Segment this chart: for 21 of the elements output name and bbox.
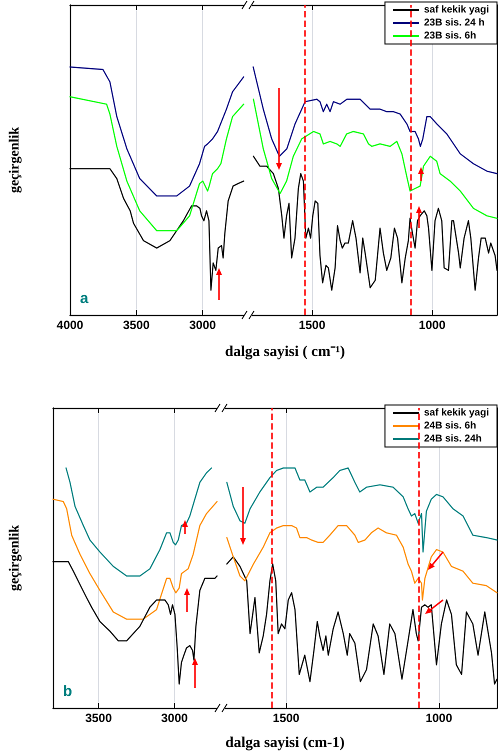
y-axis-title: geçirgenlik xyxy=(8,126,22,194)
annotation: b xyxy=(63,683,72,700)
x-tick-label: 1000 xyxy=(418,318,446,332)
legend-label: 23B sis. 24 h xyxy=(424,18,485,28)
legend-label: 23B sis. 6h xyxy=(424,30,476,42)
y-axis-title: geçirgenlik xyxy=(8,524,22,592)
x-tick-label: 3500 xyxy=(122,318,150,332)
x-axis-title: dalga sayisi (cm-1) xyxy=(224,735,346,752)
legend-label: 24B sis. 6h xyxy=(424,420,476,432)
x-tick-label: 3000 xyxy=(161,711,188,725)
x-tick-label: 1500 xyxy=(272,711,300,725)
legend-label: 24B sis. 24h xyxy=(424,434,482,444)
x-tick-label: 4000 xyxy=(56,318,84,332)
x-tick-label: 3000 xyxy=(189,318,216,332)
x-axis-title: dalga sayisi ( cm⁻¹) xyxy=(224,343,346,361)
legend-label: saf kekik yagi xyxy=(424,4,490,16)
legend-label: saf kekik yagi xyxy=(424,408,490,418)
x-tick-label: 1500 xyxy=(298,318,326,332)
annotation: a xyxy=(80,290,89,307)
x-tick-label: 3500 xyxy=(85,711,112,725)
x-tick-label: 1000 xyxy=(426,711,453,725)
